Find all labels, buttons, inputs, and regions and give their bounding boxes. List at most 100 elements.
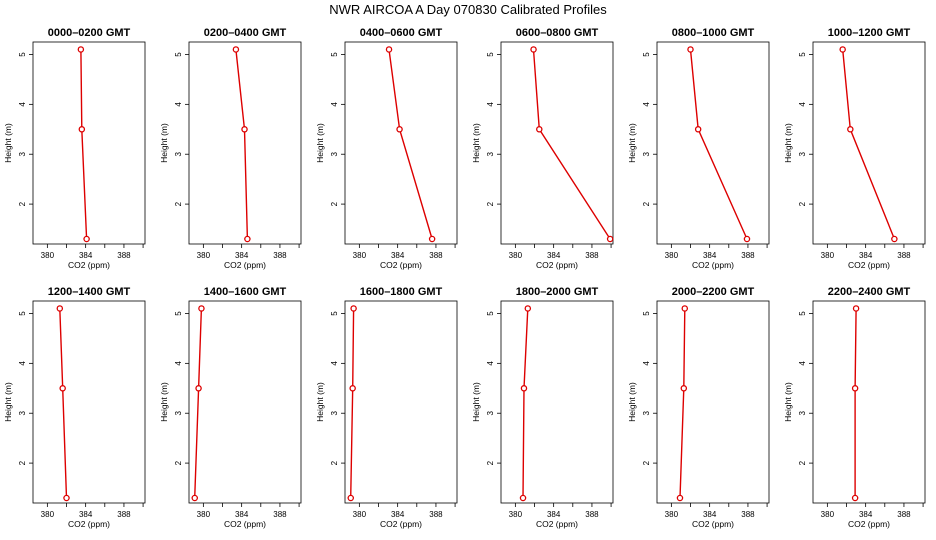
panel-10-ytick-label: 5 <box>486 311 495 316</box>
panel-4-ytick-label: 3 <box>486 151 495 156</box>
panel-1-point <box>78 126 86 133</box>
panel-11-point <box>681 305 689 312</box>
panel-8-xtick-label: 380 <box>197 510 211 519</box>
panel-11-xtick-label: 380 <box>665 510 679 519</box>
panel-5-xlabel: CO2 (ppm) <box>692 260 734 270</box>
panel-2-frame <box>188 41 302 245</box>
panel-5-profile-line <box>689 49 748 240</box>
panel-8-xtick-label: 388 <box>273 510 287 519</box>
panel-6-ytick-label: 5 <box>798 52 807 57</box>
panel-1-ytick-label: 2 <box>18 201 27 206</box>
panel-11-title: 2000–2200 GMT <box>672 286 755 298</box>
panel-3-ytick-label: 2 <box>330 201 339 206</box>
panel-12-xtick-label: 380 <box>821 510 835 519</box>
panel-4-ylabel: Height (m) <box>471 123 481 163</box>
panel-4-xtick-label: 388 <box>585 251 599 260</box>
panel-12-xtick-label: 384 <box>859 510 873 519</box>
panel-7-xtick-label: 384 <box>79 510 93 519</box>
panel-1-xtick-label: 380 <box>41 251 55 260</box>
panel-8-xlabel: CO2 (ppm) <box>224 519 266 529</box>
panel-8-profile-line <box>194 308 203 499</box>
panel-8-ytick-label: 5 <box>174 311 183 316</box>
panel-1-point <box>83 235 90 243</box>
panel-4-point <box>606 235 614 243</box>
panel-2-title: 0200–0400 GMT <box>204 27 287 39</box>
panel-3-point <box>428 235 436 243</box>
panel-11-ytick-label: 5 <box>642 311 651 316</box>
panel-8-ytick-label: 2 <box>174 460 183 465</box>
panel-2-ytick-label: 5 <box>174 52 183 57</box>
panel-10-ytick-label: 4 <box>486 361 495 366</box>
panel-9-ytick-label: 4 <box>330 361 339 366</box>
panel-12-profile-line <box>854 308 857 498</box>
panel-9-title: 1600–1800 GMT <box>360 286 443 298</box>
panel-12-xlabel: CO2 (ppm) <box>848 519 890 529</box>
panel-4-ytick-label: 2 <box>486 201 495 206</box>
panel-6-xtick-label: 380 <box>821 251 835 260</box>
panel-8-xtick-label: 384 <box>235 510 249 519</box>
panel-12-ytick-label: 4 <box>798 361 807 366</box>
panel-2-ytick-label: 3 <box>174 151 183 156</box>
panel-2-ytick-label: 4 <box>174 102 183 107</box>
panel-3-xtick-label: 380 <box>353 251 367 260</box>
panel-12-ytick-label: 3 <box>798 410 807 415</box>
panel-4-xtick-label: 384 <box>547 251 561 260</box>
panel-7-ytick-label: 2 <box>18 460 27 465</box>
panel-3-ytick-label: 5 <box>330 52 339 57</box>
panel-9-point <box>347 494 354 502</box>
panel-7-ylabel: Height (m) <box>3 382 13 422</box>
panel-5-point <box>743 235 751 243</box>
panel-2-xtick-label: 388 <box>273 251 287 260</box>
panel-12-ytick-label: 2 <box>798 460 807 465</box>
panel-3-profile-line <box>388 49 433 240</box>
panel-8-point <box>191 494 198 502</box>
panel-1-frame <box>32 41 146 245</box>
panel-6-ytick-label: 3 <box>798 151 807 156</box>
panel-5-xtick-label: 380 <box>665 251 679 260</box>
panel-3-xtick-label: 388 <box>429 251 443 260</box>
panel-6-ytick-label: 2 <box>798 201 807 206</box>
panel-9-profile-line <box>350 308 355 499</box>
panel-9-xtick-label: 388 <box>429 510 443 519</box>
panel-11-ytick-label: 4 <box>642 361 651 366</box>
panel-11-frame <box>656 300 770 504</box>
panel-6-ylabel: Height (m) <box>783 123 793 163</box>
panel-4-xlabel: CO2 (ppm) <box>536 260 578 270</box>
panel-2-point <box>241 126 248 133</box>
panel-9-xtick-label: 384 <box>391 510 405 519</box>
panel-11-point <box>676 494 684 502</box>
panel-8-frame <box>188 300 302 504</box>
panel-11-profile-line <box>679 308 686 499</box>
panel-3-point <box>385 46 393 53</box>
panel-1-ytick-label: 3 <box>18 151 27 156</box>
panel-11-ytick-label: 2 <box>642 460 651 465</box>
panel-2-point <box>244 235 251 243</box>
panel-12-point <box>851 494 859 502</box>
figure-title: NWR AIRCOA A Day 070830 Calibrated Profi… <box>329 2 607 17</box>
panel-11-xtick-label: 388 <box>741 510 755 519</box>
panel-6-point <box>847 126 854 133</box>
panel-11-xlabel: CO2 (ppm) <box>692 519 734 529</box>
panel-6-profile-line <box>842 49 896 240</box>
panel-9-xtick-label: 380 <box>353 510 367 519</box>
panel-7-point <box>56 305 64 312</box>
panel-8-title: 1400–1600 GMT <box>204 286 287 298</box>
panel-12-point <box>851 385 859 392</box>
panel-11-xtick-label: 384 <box>703 510 717 519</box>
panel-10-xtick-label: 380 <box>509 510 523 519</box>
panel-9-ylabel: Height (m) <box>315 382 325 422</box>
panel-1-ytick-label: 5 <box>18 52 27 57</box>
panel-4-point <box>536 126 543 133</box>
panel-3-ytick-label: 4 <box>330 102 339 107</box>
panel-7-ytick-label: 4 <box>18 361 27 366</box>
panel-2-ylabel: Height (m) <box>159 123 169 163</box>
panel-10-frame <box>500 300 614 504</box>
panel-10-profile-line <box>522 308 529 499</box>
panel-10-xlabel: CO2 (ppm) <box>536 519 578 529</box>
panel-12-ytick-label: 5 <box>798 311 807 316</box>
panel-5-ytick-label: 2 <box>642 201 651 206</box>
panel-2-xtick-label: 384 <box>235 251 249 260</box>
panel-4-point <box>530 46 537 53</box>
panel-7-title: 1200–1400 GMT <box>48 286 131 298</box>
panel-9-xlabel: CO2 (ppm) <box>380 519 422 529</box>
